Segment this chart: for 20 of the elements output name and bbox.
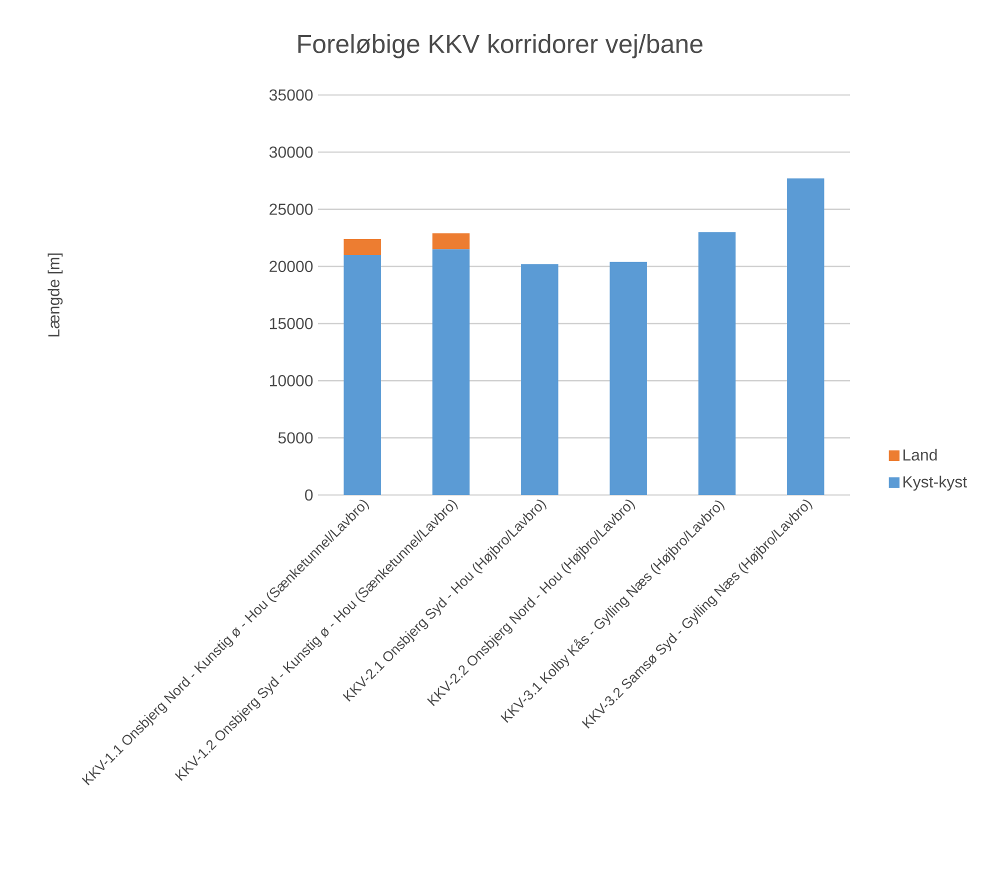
y-tick-label: 30000 xyxy=(269,146,313,158)
bar xyxy=(698,232,736,495)
bar xyxy=(432,249,470,495)
bar xyxy=(344,254,381,495)
y-axis-title: Længde [m] xyxy=(48,253,63,336)
y-tick-label: 0 xyxy=(305,489,313,501)
bar xyxy=(610,262,647,495)
bar xyxy=(787,178,824,495)
y-tick-label: 25000 xyxy=(270,204,313,215)
bar xyxy=(521,264,558,495)
y-tick-label: 5000 xyxy=(278,432,313,444)
bar xyxy=(432,233,470,250)
chart-title: Foreløbige KKV korridorer vej/bane xyxy=(298,34,702,58)
y-tick-label: 35000 xyxy=(269,89,313,101)
legend-label: Land xyxy=(903,448,937,461)
y-tick-label: 20000 xyxy=(270,260,313,272)
legend-label: Kyst-kyst xyxy=(903,476,967,491)
bar xyxy=(344,238,381,255)
y-tick-label: 15000 xyxy=(270,318,313,330)
y-tick-label: 10000 xyxy=(270,375,313,386)
